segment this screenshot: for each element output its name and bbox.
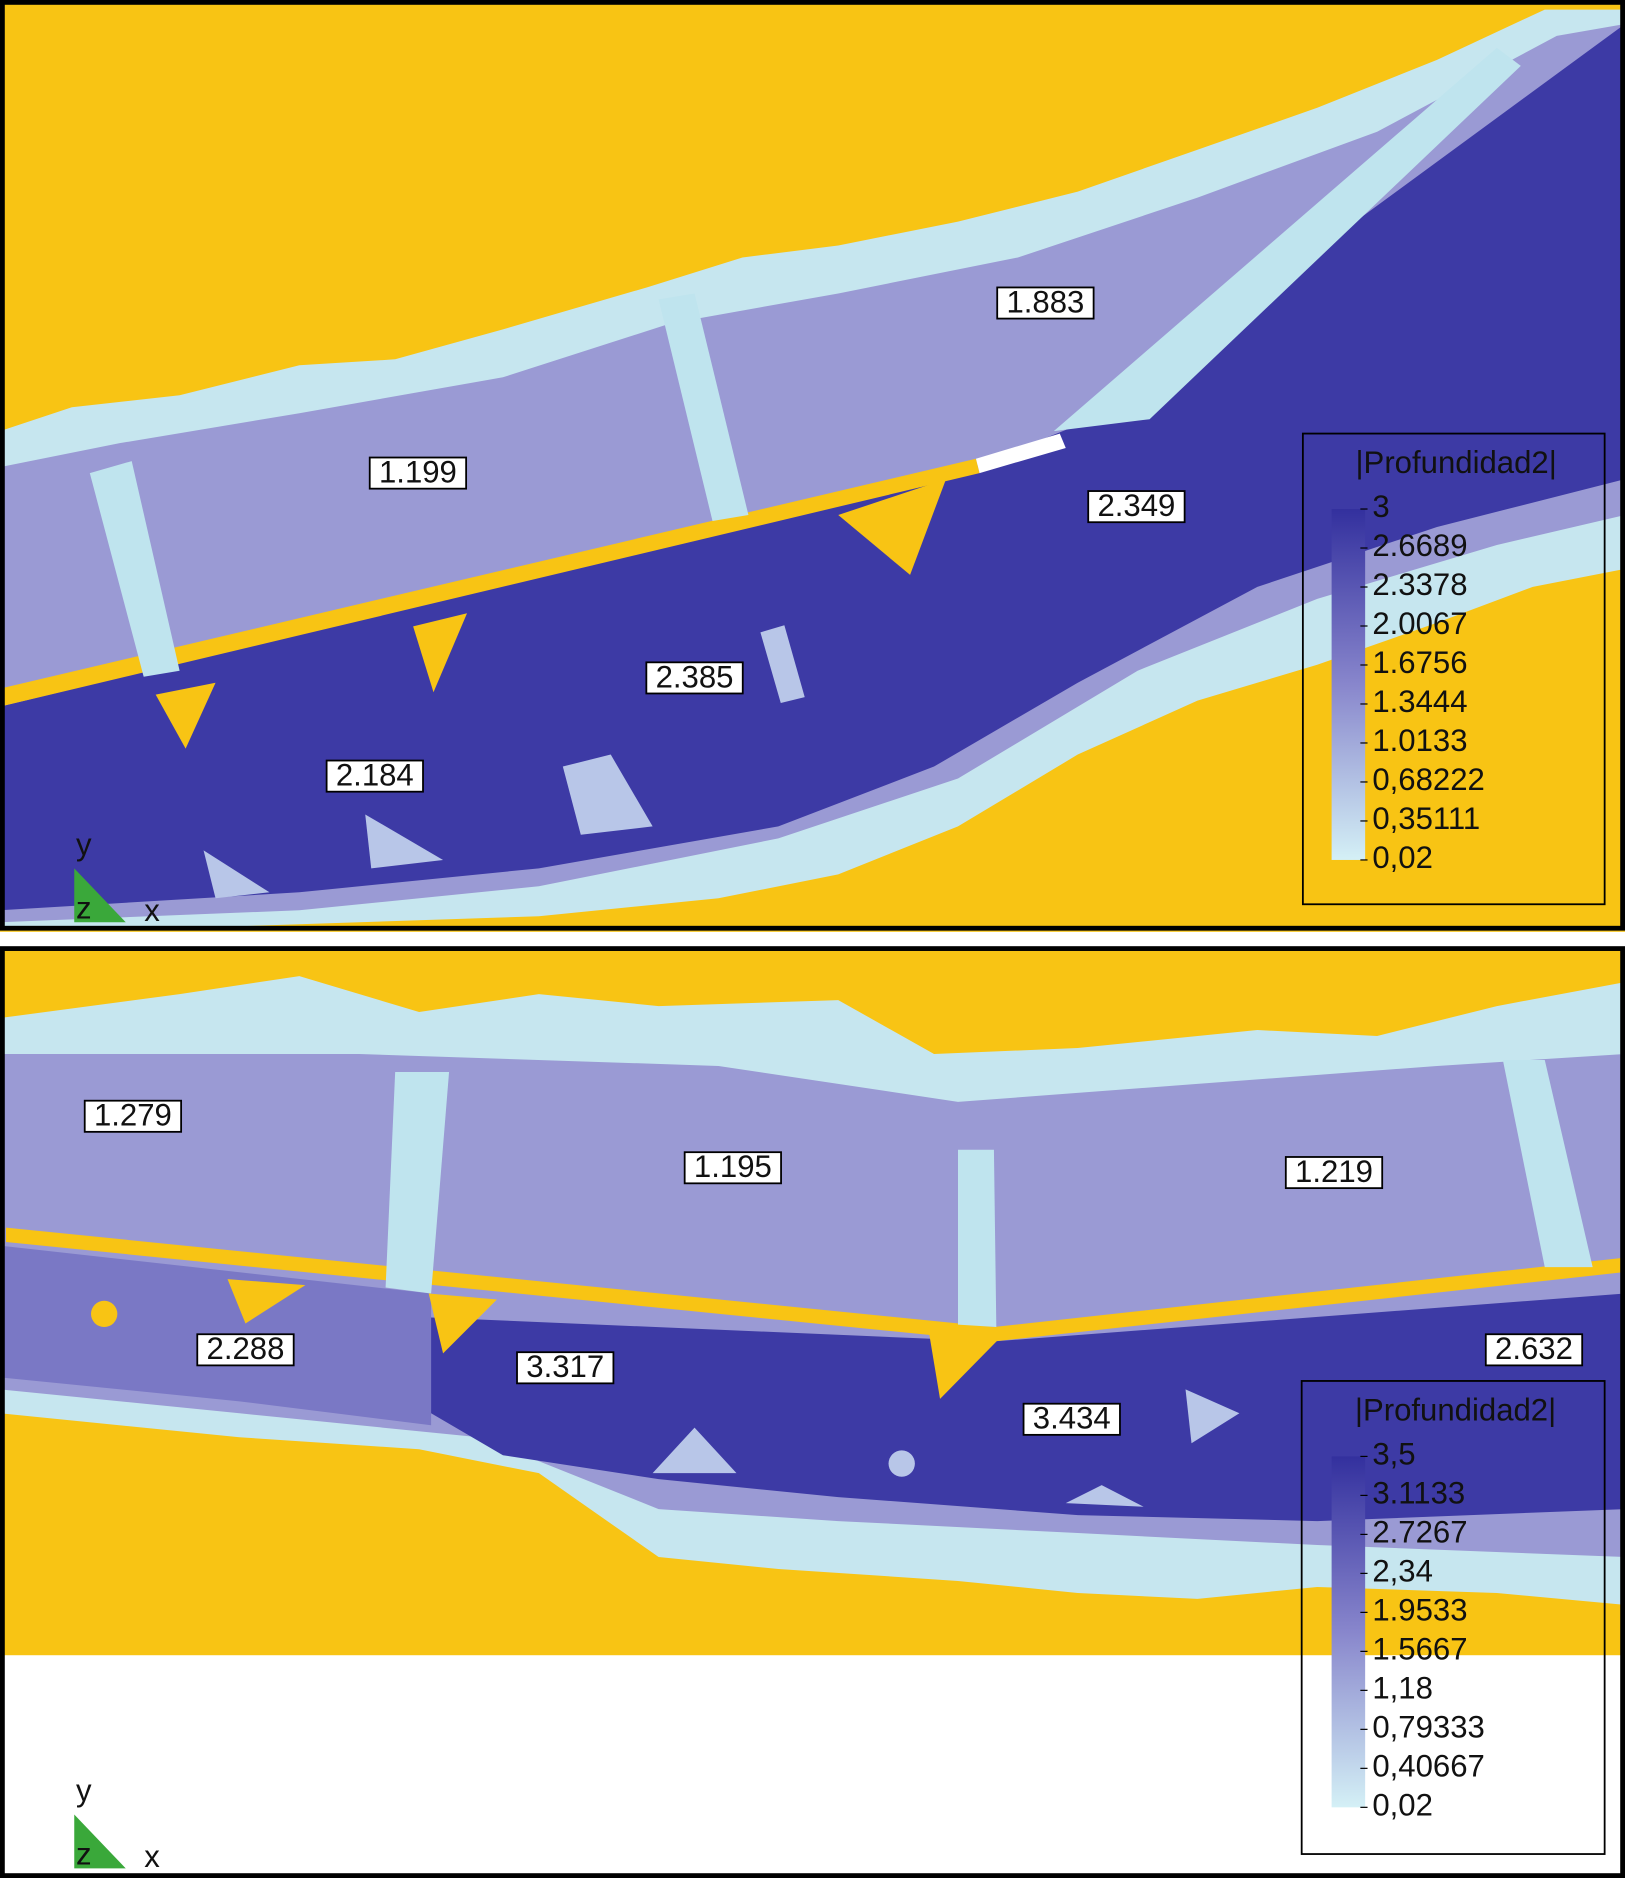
value-label-box xyxy=(996,286,1095,320)
legend-tick-label: 1.6756 xyxy=(1372,645,1467,680)
legend-tick-label: 2.0067 xyxy=(1372,606,1467,641)
legend-tick-label: 2.3378 xyxy=(1372,567,1467,602)
axis-label-x: x xyxy=(144,893,160,928)
value-label-box xyxy=(1087,490,1186,524)
value-label-box xyxy=(516,1351,615,1385)
legend-tick-label: 1,18 xyxy=(1372,1671,1433,1706)
legend-title: |Profundidad2| xyxy=(1355,445,1556,480)
legend-tick-label: 2,34 xyxy=(1372,1554,1433,1589)
value-label: 2.288 xyxy=(207,1331,285,1366)
value-label: 1.279 xyxy=(94,1098,172,1133)
legend-box xyxy=(1301,432,1606,906)
axis-label-x: x xyxy=(144,1839,160,1874)
legend-tick-label: 2.7267 xyxy=(1372,1515,1467,1550)
value-label-box xyxy=(1022,1402,1121,1436)
legend-tick-label: 1.5667 xyxy=(1372,1632,1467,1667)
legend-tick-label: 3 xyxy=(1372,489,1389,524)
legend-tick-label: 0,40667 xyxy=(1372,1749,1485,1784)
value-label: 1.199 xyxy=(379,455,457,490)
legend-tick-label: 3,5 xyxy=(1372,1437,1415,1472)
legend-colorbar xyxy=(1331,1456,1366,1808)
legend-tick-label: 1.0133 xyxy=(1372,723,1467,758)
legend-tick-label: 1.3444 xyxy=(1372,684,1467,719)
value-label-box xyxy=(196,1333,295,1367)
value-label: 1.883 xyxy=(1006,284,1084,319)
value-label: 3.434 xyxy=(1033,1401,1111,1436)
value-label: 3.317 xyxy=(526,1349,604,1384)
legend-tick-label: 0,79333 xyxy=(1372,1710,1485,1745)
legend-colorbar xyxy=(1331,509,1366,860)
value-label-box xyxy=(83,1099,183,1133)
legend-box xyxy=(1300,1380,1606,1855)
value-label: 1.195 xyxy=(694,1149,772,1184)
value-label-box xyxy=(1484,1333,1584,1367)
legend-tick-label: 0,68222 xyxy=(1372,762,1485,797)
axis-label-z: z xyxy=(76,890,92,925)
value-label-box xyxy=(1284,1156,1384,1190)
axis-label-y: y xyxy=(76,827,92,862)
legend-tick-label: 3.1133 xyxy=(1372,1476,1465,1511)
legend-tick-label: 0,02 xyxy=(1372,840,1433,875)
axis-label-z: z xyxy=(76,1837,92,1872)
value-label-box xyxy=(683,1151,782,1185)
value-label: 2.632 xyxy=(1495,1331,1573,1366)
value-label: 2.349 xyxy=(1097,488,1175,523)
value-label: 2.385 xyxy=(656,659,734,694)
legend-tick-label: 0,35111 xyxy=(1372,801,1480,836)
panel-bottom xyxy=(0,946,1625,1878)
value-label-box xyxy=(325,759,424,793)
value-label: 1.219 xyxy=(1295,1154,1373,1189)
value-label-box xyxy=(645,661,744,695)
legend-title: |Profundidad2| xyxy=(1355,1392,1556,1427)
value-label-box xyxy=(368,456,468,490)
axis-label-y: y xyxy=(76,1773,92,1808)
legend-tick-label: 1.9533 xyxy=(1372,1593,1467,1628)
panel-top xyxy=(0,0,1625,932)
legend-tick-label: 0,02 xyxy=(1372,1788,1433,1823)
value-label: 2.184 xyxy=(336,758,414,793)
legend-tick-label: 2.6689 xyxy=(1372,528,1467,563)
